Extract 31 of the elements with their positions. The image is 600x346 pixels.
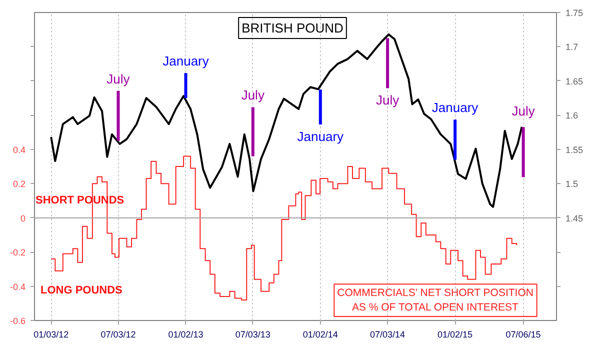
- annotation: COMMERCIALS' NET SHORT POSITION AS % OF TOTAL OPEN INTEREST: [337, 287, 534, 314]
- y-tick-label: 0.2: [12, 179, 26, 190]
- x-tick-label: 01/02/15: [438, 330, 473, 340]
- annotation: July: [376, 92, 400, 108]
- x-tick-label: 07/03/12: [100, 330, 136, 340]
- y2-tick-label: 1.65: [566, 76, 584, 86]
- y2-tick-label: 1.75: [566, 8, 584, 18]
- y2-tick-label: 1.5: [566, 179, 578, 190]
- y-tick-label: -0.6: [10, 316, 26, 326]
- y-tick-label: 0.4: [12, 144, 26, 155]
- annotation: July: [512, 104, 536, 119]
- x-tick-label: 07/06/15: [506, 330, 541, 340]
- annotation: LONG POUNDS: [40, 284, 122, 296]
- y2-tick-label: 1.45: [566, 213, 584, 224]
- annotation: January: [432, 100, 479, 116]
- y-tick-label: -0.2: [10, 248, 26, 258]
- y-tick-label: 0: [20, 213, 26, 224]
- y2-tick-label: 1.55: [566, 144, 584, 155]
- annotation: January: [297, 129, 344, 144]
- y2-tick-label: 1.6: [566, 110, 578, 121]
- annotation: July: [241, 88, 265, 103]
- annotation: July: [106, 71, 130, 86]
- x-tick-label: 01/03/12: [34, 330, 69, 340]
- text: BRITISH POUND: [242, 20, 344, 36]
- x-tick-label: 01/02/13: [168, 330, 204, 340]
- x-tick-label: 07/03/14: [370, 330, 406, 340]
- x-tick-label: 07/03/13: [235, 330, 270, 340]
- y-tick-label: -0.4: [10, 282, 26, 292]
- annotation: January: [162, 54, 210, 69]
- x-tick-label: 01/02/14: [302, 330, 338, 340]
- y2-tick-label: 1.7: [566, 42, 578, 52]
